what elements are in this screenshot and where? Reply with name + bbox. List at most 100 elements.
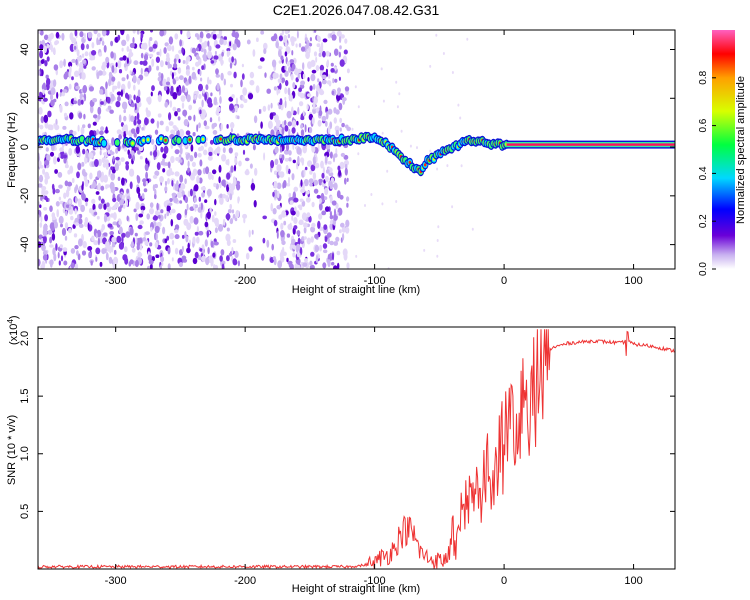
- noise-speck: [395, 80, 398, 84]
- noise-speck: [292, 191, 296, 200]
- noise-speck: [312, 83, 316, 90]
- noise-speck: [321, 210, 327, 216]
- noise-speck: [157, 214, 161, 219]
- noise-speck: [92, 121, 97, 126]
- noise-speck: [333, 213, 338, 221]
- noise-speck: [248, 246, 253, 252]
- noise-speck: [109, 231, 114, 236]
- colorbar-tick-label: 0.6: [698, 118, 709, 132]
- noise-speck: [288, 157, 292, 162]
- noise-speck: [329, 210, 332, 218]
- noise-speck: [123, 130, 127, 139]
- noise-speck: [206, 211, 211, 220]
- noise-speck: [256, 37, 259, 43]
- noise-speck: [43, 34, 49, 41]
- noise-speck: [164, 213, 167, 219]
- noise-speck: [62, 125, 67, 130]
- noise-speck: [274, 146, 279, 154]
- noise-speck: [89, 172, 93, 180]
- noise-speck: [289, 263, 294, 269]
- noise-speck: [143, 71, 149, 77]
- noise-speck: [154, 241, 159, 249]
- noise-speck: [83, 113, 86, 120]
- noise-speck: [309, 264, 315, 269]
- noise-speck: [141, 209, 144, 215]
- noise-speck: [331, 31, 336, 36]
- noise-speck: [196, 226, 199, 233]
- noise-speck: [339, 127, 342, 132]
- noise-speck: [317, 35, 321, 43]
- noise-speck: [207, 247, 210, 255]
- noise-speck: [94, 159, 99, 167]
- noise-speck: [195, 55, 200, 60]
- noise-speck: [255, 85, 260, 94]
- noise-speck: [186, 30, 191, 39]
- noise-speck: [122, 124, 127, 130]
- noise-speck: [129, 70, 132, 75]
- snr-x-tick-label: -300: [105, 575, 127, 587]
- noise-speck: [46, 78, 51, 86]
- noise-speck: [47, 110, 52, 118]
- noise-speck: [317, 220, 321, 229]
- noise-speck: [144, 117, 149, 126]
- noise-speck: [187, 115, 192, 121]
- noise-speck: [209, 79, 212, 85]
- noise-speck: [40, 215, 43, 223]
- noise-speck: [201, 192, 205, 198]
- noise-speck: [59, 60, 63, 69]
- noise-speck: [206, 188, 212, 197]
- noise-speck: [80, 99, 84, 105]
- noise-speck: [180, 30, 183, 35]
- snr-y-tick-label: 1.5: [19, 388, 31, 403]
- noise-speck: [100, 126, 105, 131]
- noise-speck: [157, 94, 162, 103]
- noise-speck: [201, 99, 204, 108]
- noise-speck: [83, 32, 86, 40]
- noise-speck: [364, 204, 366, 207]
- noise-speck: [126, 46, 130, 52]
- noise-speck: [241, 63, 244, 68]
- noise-speck: [196, 175, 200, 184]
- noise-speck: [264, 72, 267, 78]
- noise-speck: [85, 150, 89, 159]
- noise-speck: [278, 35, 283, 42]
- noise-speck: [132, 154, 135, 162]
- noise-speck: [125, 199, 129, 208]
- noise-speck: [95, 247, 101, 255]
- noise-speck: [105, 126, 108, 134]
- noise-speck: [355, 254, 358, 258]
- noise-speck: [205, 257, 210, 266]
- noise-speck: [263, 42, 268, 50]
- noise-speck: [357, 105, 360, 109]
- noise-speck: [222, 193, 227, 199]
- spectrogram-x-tick-label: -200: [234, 275, 256, 287]
- noise-speck: [202, 89, 205, 94]
- noise-speck: [170, 219, 174, 227]
- noise-speck: [125, 163, 129, 171]
- noise-speck: [244, 157, 250, 162]
- noise-speck: [291, 238, 296, 246]
- noise-speck: [111, 243, 116, 248]
- noise-speck: [298, 101, 304, 107]
- noise-speck: [289, 59, 295, 64]
- noise-speck: [227, 50, 231, 56]
- noise-speck: [246, 39, 251, 45]
- noise-speck: [125, 161, 129, 166]
- noise-speck: [77, 99, 82, 106]
- noise-speck: [316, 194, 321, 199]
- noise-speck: [179, 146, 183, 155]
- noise-speck: [50, 99, 55, 107]
- noise-speck: [253, 200, 257, 208]
- noise-speck: [160, 146, 164, 153]
- noise-speck: [139, 60, 144, 65]
- noise-speck: [333, 117, 337, 124]
- noise-speck: [331, 261, 335, 266]
- noise-speck: [127, 80, 131, 90]
- noise-speck: [245, 252, 250, 260]
- noise-speck: [150, 30, 153, 33]
- noise-speck: [149, 264, 153, 269]
- noise-speck: [223, 78, 226, 86]
- noise-speck: [279, 171, 285, 178]
- noise-speck: [230, 165, 234, 173]
- noise-speck: [38, 174, 44, 183]
